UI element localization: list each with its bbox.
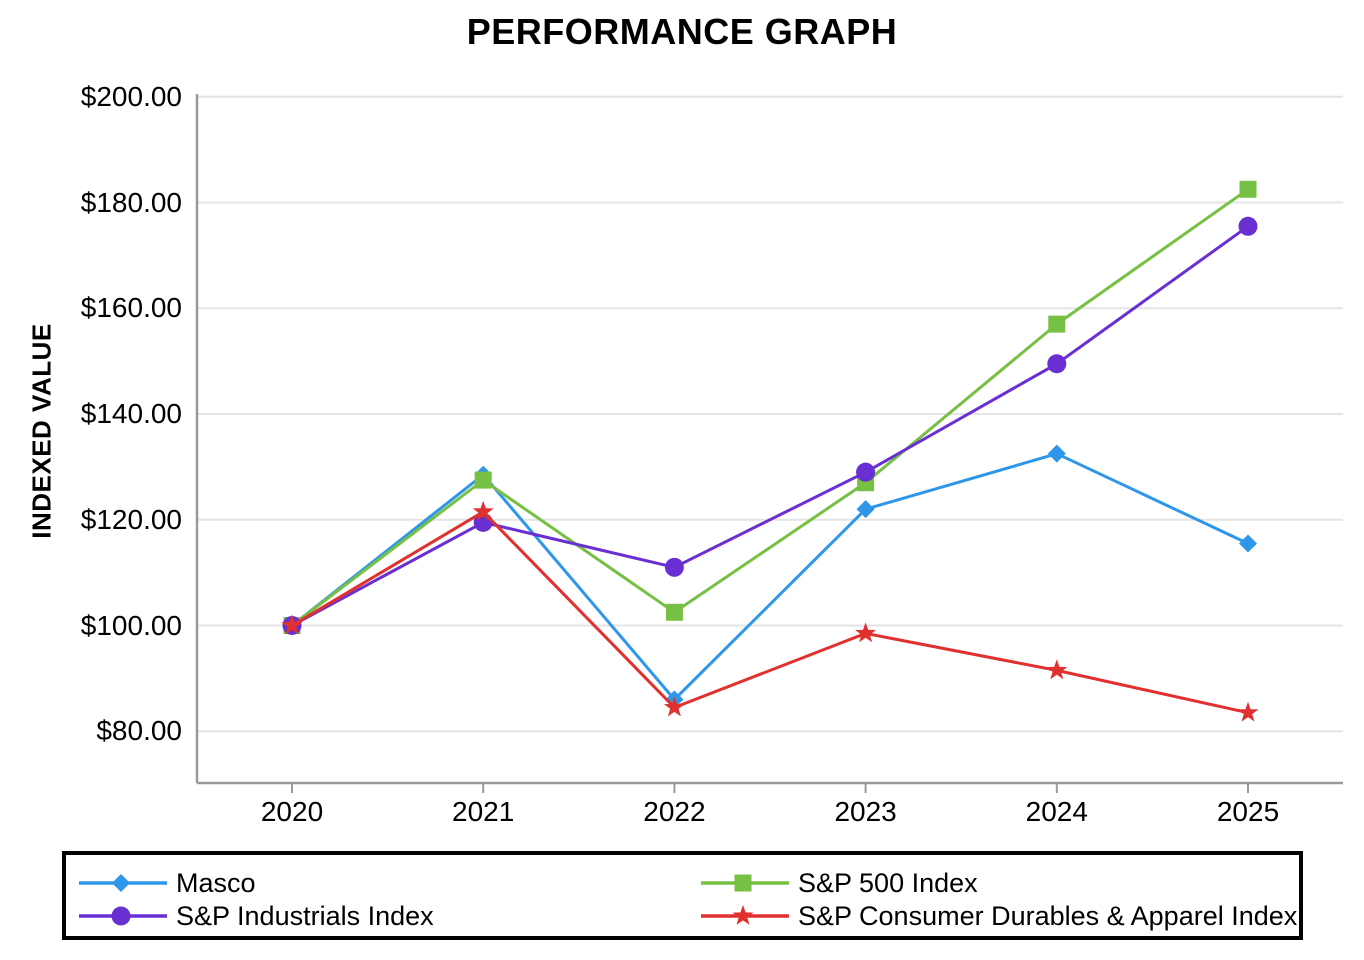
y-tick-label: $140.00 [80,398,182,429]
legend-swatch-square-icon [701,874,789,892]
y-tick-label: $120.00 [80,503,182,535]
legend-swatch-star-icon [701,905,789,925]
marker-s-p-500-index-2025 [1239,180,1257,198]
legend-label: S&P Consumer Durables & Apparel Index [798,901,1298,931]
x-tick-label: 2022 [643,796,706,827]
legend-label: S&P Industrials Index [176,901,434,931]
series-s-p-industrials-index [282,216,1258,635]
marker-s-p-consumer-durables-apparel-index-2024 [1046,659,1068,680]
x-tick-label: 2021 [452,796,515,827]
marker-s-p-consumer-durables-apparel-index-2021 [472,500,494,521]
series-line-s-p-500-index [291,188,1249,627]
legend-swatch-diamond-icon [79,874,167,892]
legend-label: Masco [176,868,256,898]
legend-marker-star [732,905,754,925]
marker-s-p-consumer-durables-apparel-index-2020 [281,614,303,635]
legend-item-masco: Masco [79,869,256,897]
series-line-s-p-industrials-index [291,225,1249,627]
y-tick-label: $160.00 [80,292,182,324]
legend-item-s-p-industrials-index: S&P Industrials Index [79,902,434,930]
marker-s-p-500-index-2021 [474,471,492,489]
marker-s-p-consumer-durables-apparel-index-2025 [1237,701,1259,722]
x-tick-label: 2024 [1025,796,1088,827]
marker-s-p-industrials-index-2024 [1047,354,1067,374]
y-tick-label: $100.00 [80,609,182,641]
y-tick-label: $80.00 [96,715,182,747]
series-line-s-p-consumer-durables-apparel-index [291,510,1249,715]
marker-s-p-industrials-index-2025 [1238,216,1258,236]
legend-swatch-circle-icon [79,906,167,926]
marker-s-p-500-index-2022 [665,603,683,621]
series-line-masco [291,452,1249,701]
series-s-p-500-index [283,180,1257,634]
marker-s-p-industrials-index-2023 [856,462,876,482]
x-tick-label: 2020 [260,796,324,827]
marker-s-p-consumer-durables-apparel-index-2022 [663,696,685,717]
legend-marker-circle [111,906,131,926]
gridlines [198,95,1343,733]
marker-masco-2025 [1239,534,1257,553]
marker-masco-2024 [1047,444,1066,463]
x-tick-label: 2025 [1216,796,1280,827]
marker-s-p-industrials-index-2022 [664,557,684,577]
y-tick-label: $200.00 [80,80,182,112]
marker-s-p-consumer-durables-apparel-index-2023 [855,622,877,643]
series-s-p-consumer-durables-apparel-index [281,500,1259,722]
chart-title: PERFORMANCE GRAPH [466,11,898,52]
marker-s-p-500-index-2024 [1048,315,1066,333]
legend-item-s-p-consumer-durables-apparel-index: S&P Consumer Durables & Apparel Index [701,902,1297,930]
legend-marker-square [734,874,752,892]
legend-item-s-p-500-index: S&P 500 Index [701,869,978,897]
marker-masco-2023 [856,500,875,519]
legend-marker-diamond [112,874,130,892]
legend: Masco S&P 500 Index S&P Industrials Index S… [62,851,1303,940]
y-tick-label: $180.00 [80,186,182,218]
legend-label: S&P 500 Index [798,868,978,898]
x-tick-label: 2023 [834,796,897,827]
